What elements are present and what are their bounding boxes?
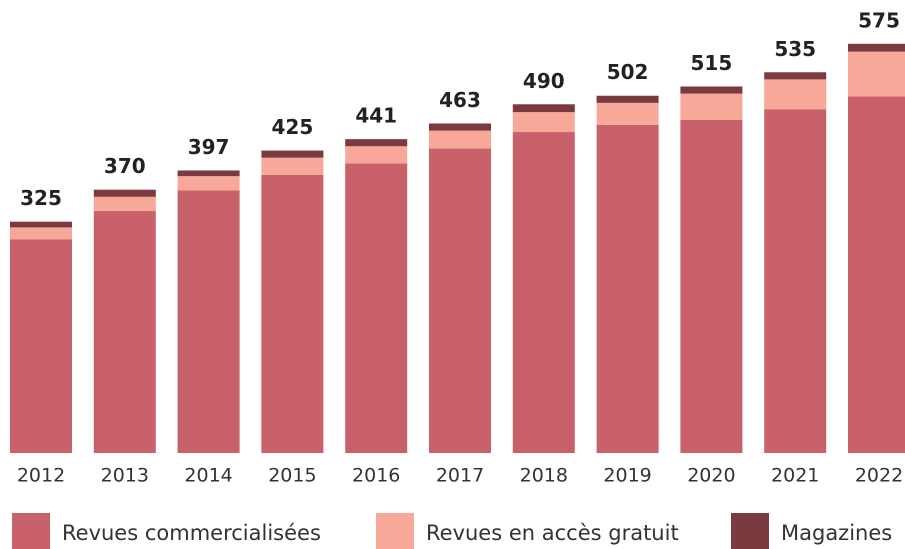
bar-segment xyxy=(429,123,491,131)
bar-segment xyxy=(177,190,240,453)
bar-segment xyxy=(680,93,743,120)
bar-segment xyxy=(261,157,324,175)
x-tick-label: 2018 xyxy=(520,465,568,487)
total-label: 397 xyxy=(188,135,230,159)
bar-segment xyxy=(345,163,408,453)
bar-segment xyxy=(512,132,575,453)
legend-label: Magazines xyxy=(781,521,892,545)
total-label: 575 xyxy=(858,8,900,32)
total-label: 490 xyxy=(523,69,565,93)
bar-segment xyxy=(429,148,491,453)
bar-segment xyxy=(848,96,905,453)
bar-segment xyxy=(680,86,743,94)
bar-segment xyxy=(177,176,240,191)
legend-label: Revues commercialisées xyxy=(62,521,321,545)
bar-segment xyxy=(596,102,659,125)
bar-segment xyxy=(93,189,156,197)
bar-segment xyxy=(596,124,659,454)
x-tick-label: 2016 xyxy=(352,465,400,487)
x-tick-label: 2022 xyxy=(855,465,903,487)
total-label: 463 xyxy=(439,88,481,112)
bar-segment xyxy=(512,112,575,133)
legend-swatch xyxy=(376,513,414,549)
bar-segment xyxy=(429,130,491,149)
x-tick-label: 2015 xyxy=(268,465,316,487)
bar-segment xyxy=(261,174,324,453)
bar-segment xyxy=(680,119,743,453)
legend-swatch xyxy=(12,513,50,549)
bar-segment xyxy=(345,146,408,164)
total-label: 425 xyxy=(272,115,314,139)
bar-segment xyxy=(177,170,240,177)
x-tick-label: 2020 xyxy=(687,465,735,487)
bar-segment xyxy=(10,221,72,228)
x-tick-label: 2013 xyxy=(101,465,149,487)
bar-segment xyxy=(261,150,324,158)
total-label: 325 xyxy=(20,186,62,210)
bar-segment xyxy=(10,239,72,453)
bar-segment xyxy=(764,109,827,453)
bar-segment xyxy=(93,196,156,212)
bar-segment xyxy=(764,79,827,110)
total-label: 502 xyxy=(607,60,649,84)
x-tick-label: 2012 xyxy=(17,465,65,487)
total-label: 535 xyxy=(774,37,816,61)
bar-segment xyxy=(10,227,72,240)
total-label: 515 xyxy=(691,51,733,75)
x-tick-label: 2019 xyxy=(603,465,651,487)
x-tick-label: 2021 xyxy=(771,465,819,487)
total-label: 441 xyxy=(355,104,397,128)
bar-segment xyxy=(764,72,827,80)
bar-segment xyxy=(512,104,575,113)
total-label: 370 xyxy=(104,154,146,178)
bar-segment xyxy=(596,95,659,103)
bar-segment xyxy=(848,51,905,97)
bar-segment xyxy=(345,139,408,147)
bar-segment xyxy=(93,211,156,453)
x-tick-label: 2014 xyxy=(184,465,232,487)
legend-swatch xyxy=(731,513,769,549)
bar-segment xyxy=(848,43,905,52)
x-tick-label: 2017 xyxy=(436,465,484,487)
legend-label: Revues en accès gratuit xyxy=(426,521,679,545)
